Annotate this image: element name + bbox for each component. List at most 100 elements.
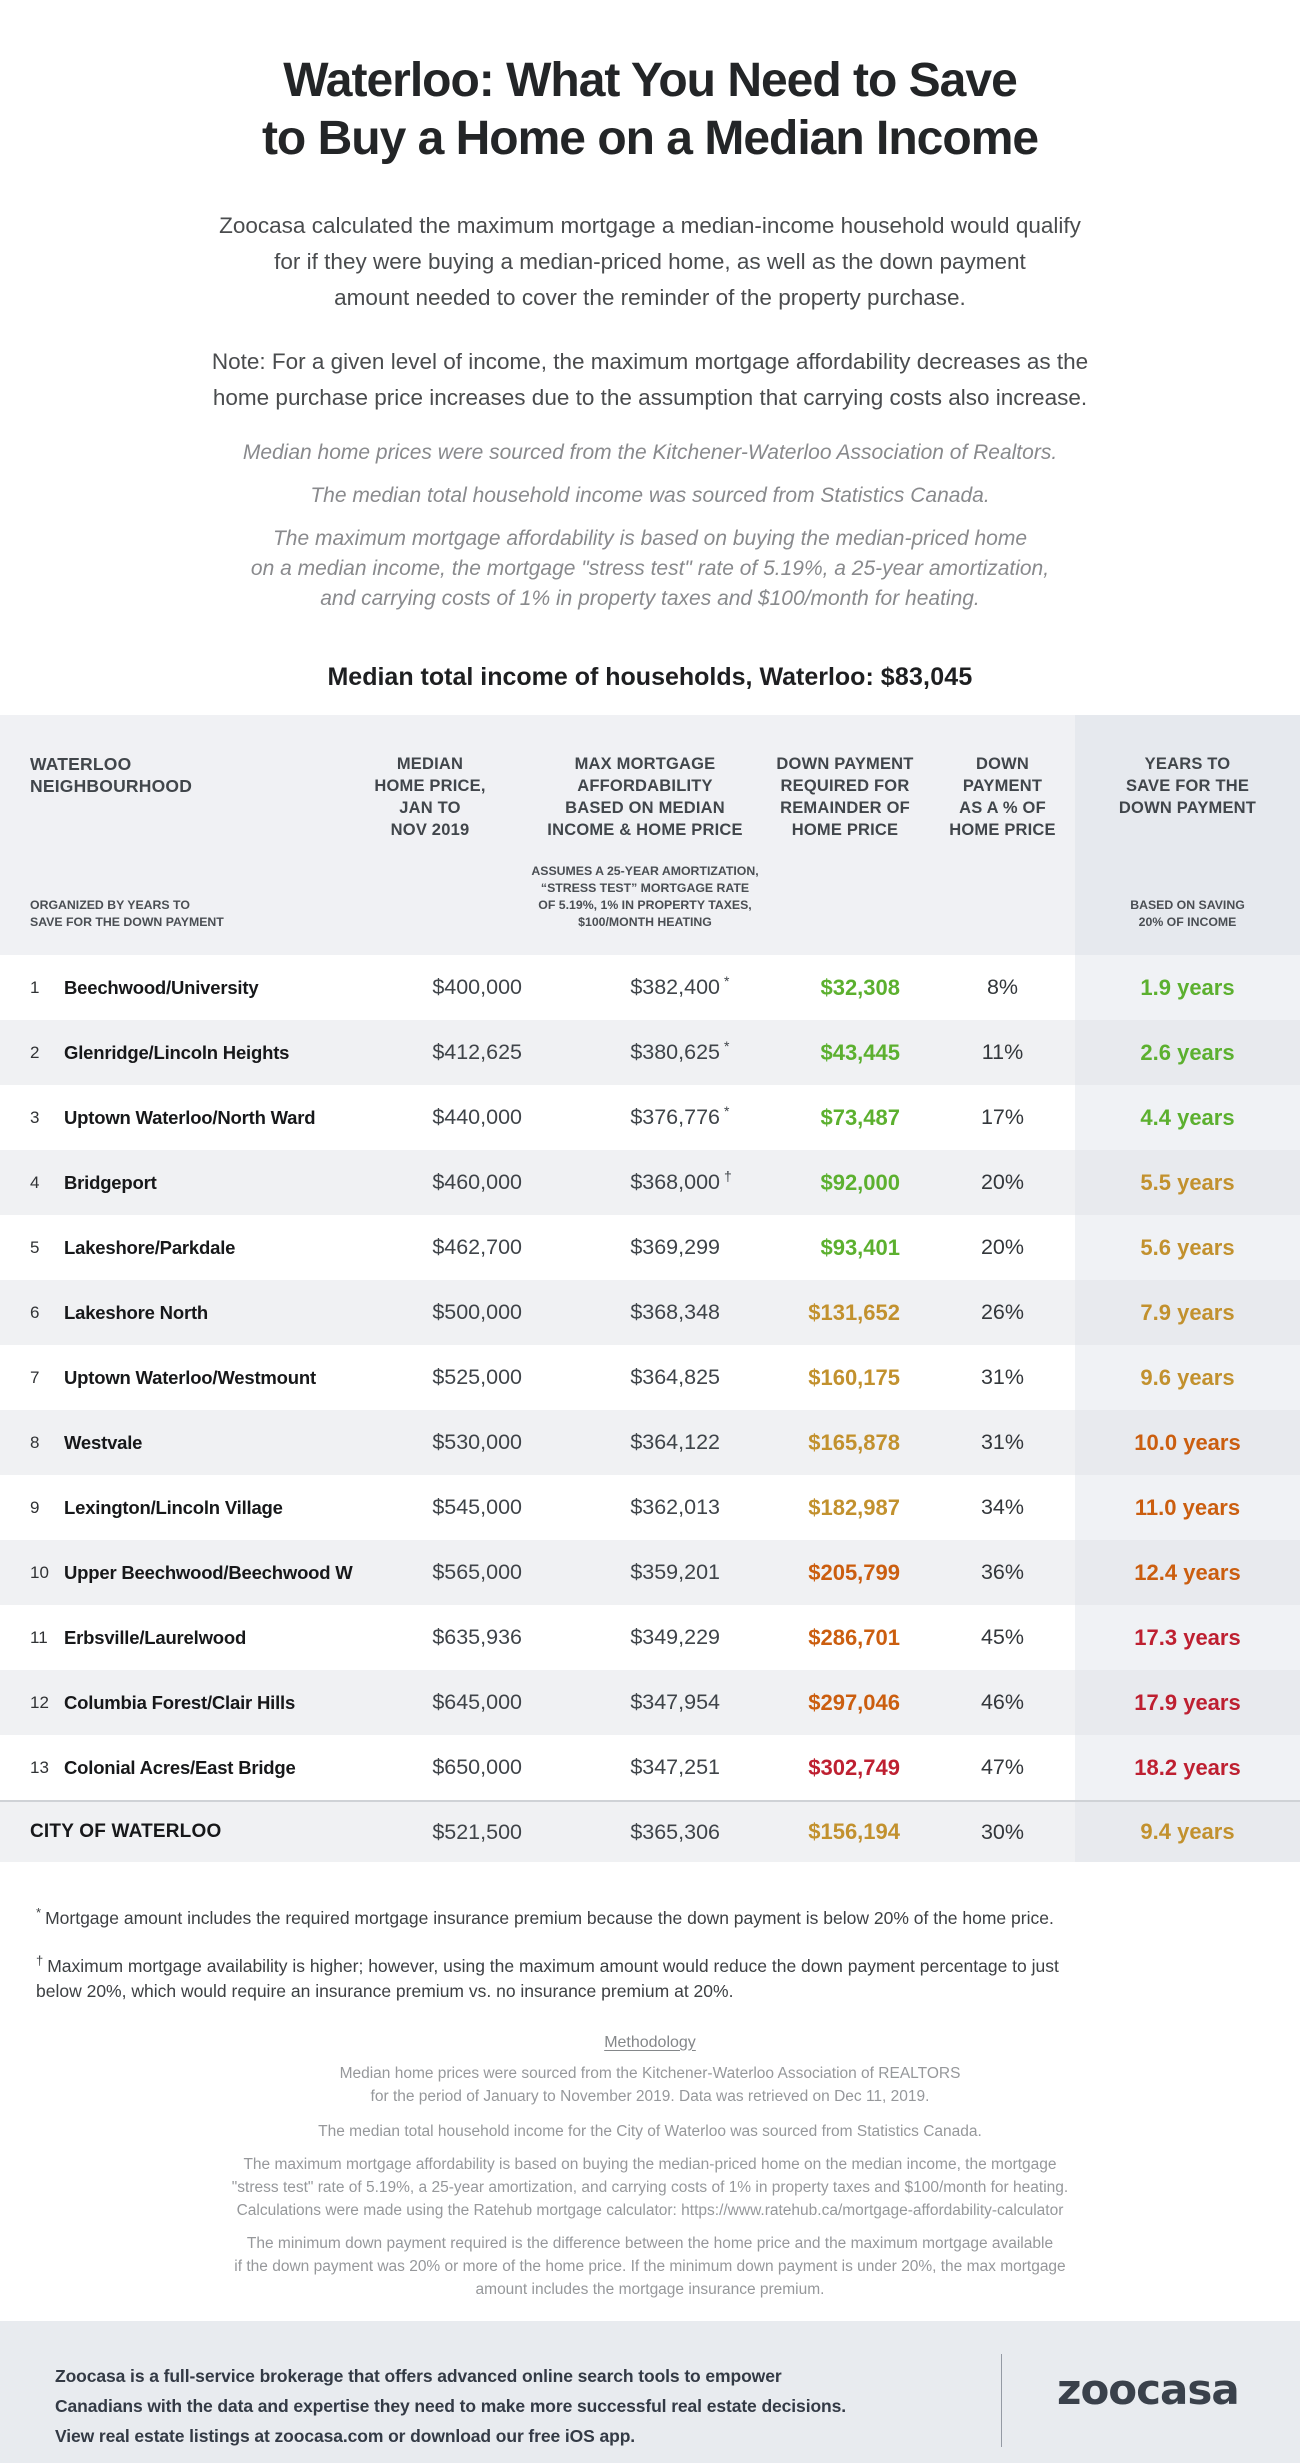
row-neighbourhood-name: Uptown Waterloo/North Ward [64,1106,316,1128]
table-row: 10 Upper Beechwood/Beechwood W $565,000 … [0,1540,1300,1605]
row-years-to-save: 4.4 years [1075,1085,1300,1150]
table-row: 5 Lakeshore/Parkdale $462,700 $369,299 $… [0,1215,1300,1280]
row-rank: 12 [30,1692,49,1712]
source-note-prices: Median home prices were sourced from the… [242,441,1058,464]
median-income-headline: Median total income of households, Water… [0,662,1300,692]
row-down-payment: $93,401 [820,1234,900,1260]
source-notes: Median home prices were sourced from the… [0,438,1300,614]
column-header-down-payment: DOWN PAYMENT REQUIRED FOR REMAINDER OF H… [776,755,914,839]
table-row: 9 Lexington/Lincoln Village $545,000 $36… [0,1475,1300,1540]
row-rank: 4 [30,1172,40,1192]
table-row: 2 Glenridge/Lincoln Heights $412,625 $38… [0,1020,1300,1085]
row-home-price: $460,000 [432,1170,522,1194]
methodology-paragraph-prices: Median home prices were sourced from the… [339,2064,961,2105]
row-max-mortgage: $369,299 [630,1235,720,1259]
row-down-payment-pct: 11% [981,1040,1024,1064]
row-neighbourhood-name: Lexington/Lincoln Village [64,1496,283,1518]
source-note-affordability: The maximum mortgage affordability is ba… [250,527,1050,610]
row-years-to-save: 17.3 years [1075,1605,1300,1670]
row-down-payment-pct: 26% [980,1300,1025,1324]
row-home-price: $500,000 [432,1300,522,1324]
row-home-price: $412,625 [432,1040,522,1064]
row-neighbourhood-name: Colonial Acres/East Bridge [64,1756,296,1778]
row-max-mortgage: $368,348 [630,1300,720,1324]
row-max-mortgage: $382,400 * [530,955,760,1020]
table-rows: 1 Beechwood/University $400,000 $382,400… [0,955,1300,1800]
row-down-payment: $43,445 [820,1039,900,1065]
city-max-mortgage: $365,306 [630,1819,720,1844]
row-max-mortgage: $376,776 * [530,1085,760,1150]
row-down-payment: $302,749 [808,1754,900,1780]
row-down-payment: $73,487 [820,1104,900,1130]
row-years-to-save: 17.9 years [1075,1670,1300,1735]
footnote-marker: * [724,972,730,989]
row-down-payment-pct: 20% [980,1235,1025,1259]
row-down-payment-pct: 46% [980,1690,1025,1714]
row-down-payment: $297,046 [808,1689,900,1715]
footer-blurb: Zoocasa is a full-service brokerage that… [55,2365,847,2446]
table-row: 6 Lakeshore North $500,000 $368,348 $131… [0,1280,1300,1345]
row-rank: 10 [30,1562,49,1582]
table-row: 3 Uptown Waterloo/North Ward $440,000 $3… [0,1085,1300,1150]
source-note-income: The median total household income was so… [310,484,990,507]
row-down-payment: $205,799 [808,1559,900,1585]
row-years-to-save: 5.6 years [1075,1215,1300,1280]
dagger-marker: † [36,1952,44,1968]
row-neighbourhood-name: Uptown Waterloo/Westmount [64,1366,316,1388]
row-home-price: $635,936 [432,1625,522,1649]
row-years-to-save: 5.5 years [1075,1150,1300,1215]
table-row: 11 Erbsville/Laurelwood $635,936 $349,22… [0,1605,1300,1670]
row-years-to-save: 9.6 years [1075,1345,1300,1410]
row-down-payment-pct: 34% [980,1495,1025,1519]
row-years-to-save: 18.2 years [1075,1735,1300,1800]
row-down-payment: $165,878 [808,1429,900,1455]
row-neighbourhood-name: Lakeshore North [64,1301,209,1323]
row-neighbourhood-name: Lakeshore/Parkdale [64,1236,236,1258]
row-max-mortgage: $368,000 † [530,1150,760,1215]
city-home-price: $521,500 [432,1819,522,1844]
row-down-payment: $32,308 [820,974,900,1000]
row-neighbourhood-name: Columbia Forest/Clair Hills [64,1691,296,1713]
row-down-payment: $160,175 [808,1364,900,1390]
affordability-table: WATERLOO NEIGHBOURHOOD ORGANIZED BY YEAR… [0,715,1300,1862]
footnote-marker: * [724,1037,730,1054]
row-down-payment-pct: 47% [980,1755,1025,1779]
footnote-dagger: † Maximum mortgage availability is higher… [36,1952,1059,2001]
row-neighbourhood-name: Westvale [64,1431,143,1453]
city-down-payment: $156,194 [808,1819,900,1844]
row-rank: 5 [30,1237,40,1257]
city-down-payment-pct: 30% [980,1819,1025,1844]
row-rank: 2 [30,1042,40,1062]
row-down-payment: $131,652 [808,1299,900,1325]
row-neighbourhood-name: Erbsville/Laurelwood [64,1626,247,1648]
footnote-asterisk: * Mortgage amount includes the required m… [36,1905,1054,1928]
footnotes: * Mortgage amount includes the required m… [0,1900,1300,2004]
zoocasa-logo: zoocasa [1057,2364,1240,2414]
row-rank: 9 [30,1497,40,1517]
row-rank: 3 [30,1107,40,1127]
row-years-to-save: 7.9 years [1075,1280,1300,1345]
row-max-mortgage: $362,013 [630,1495,720,1519]
row-down-payment-pct: 17% [980,1105,1025,1129]
row-neighbourhood-name: Glenridge/Lincoln Heights [64,1041,290,1063]
row-rank: 1 [30,977,40,997]
row-rank: 13 [30,1757,49,1777]
methodology-paragraph-calculator: The maximum mortgage affordability is ba… [231,2155,1069,2219]
row-down-payment: $92,000 [820,1169,900,1195]
table-row: 1 Beechwood/University $400,000 $382,400… [0,955,1300,1020]
column-header-neighbourhood: WATERLOO NEIGHBOURHOOD ORGANIZED BY YEAR… [30,754,224,929]
table-row: 4 Bridgeport $460,000 $368,000 † $92,000 … [0,1150,1300,1215]
table-row: 7 Uptown Waterloo/Westmount $525,000 $36… [0,1345,1300,1410]
column-subheader-organized-by: ORGANIZED BY YEARS TO SAVE FOR THE DOWN … [30,898,224,929]
note-paragraph: Note: For a given level of income, the m… [211,349,1089,410]
column-header-years-to-save: YEARS TO SAVE FOR THE DOWN PAYMENT BASED… [1075,715,1300,955]
intro-paragraph: Zoocasa calculated the maximum mortgage … [219,213,1081,310]
asterisk-marker: * [36,1905,42,1920]
row-home-price: $545,000 [432,1495,522,1519]
row-home-price: $565,000 [432,1560,522,1584]
row-rank: 6 [30,1302,40,1322]
row-max-mortgage: $347,954 [630,1690,720,1714]
column-header-down-payment-pct: DOWN PAYMENT AS A % OF HOME PRICE [949,755,1056,839]
row-years-to-save: 12.4 years [1075,1540,1300,1605]
row-home-price: $530,000 [432,1430,522,1454]
